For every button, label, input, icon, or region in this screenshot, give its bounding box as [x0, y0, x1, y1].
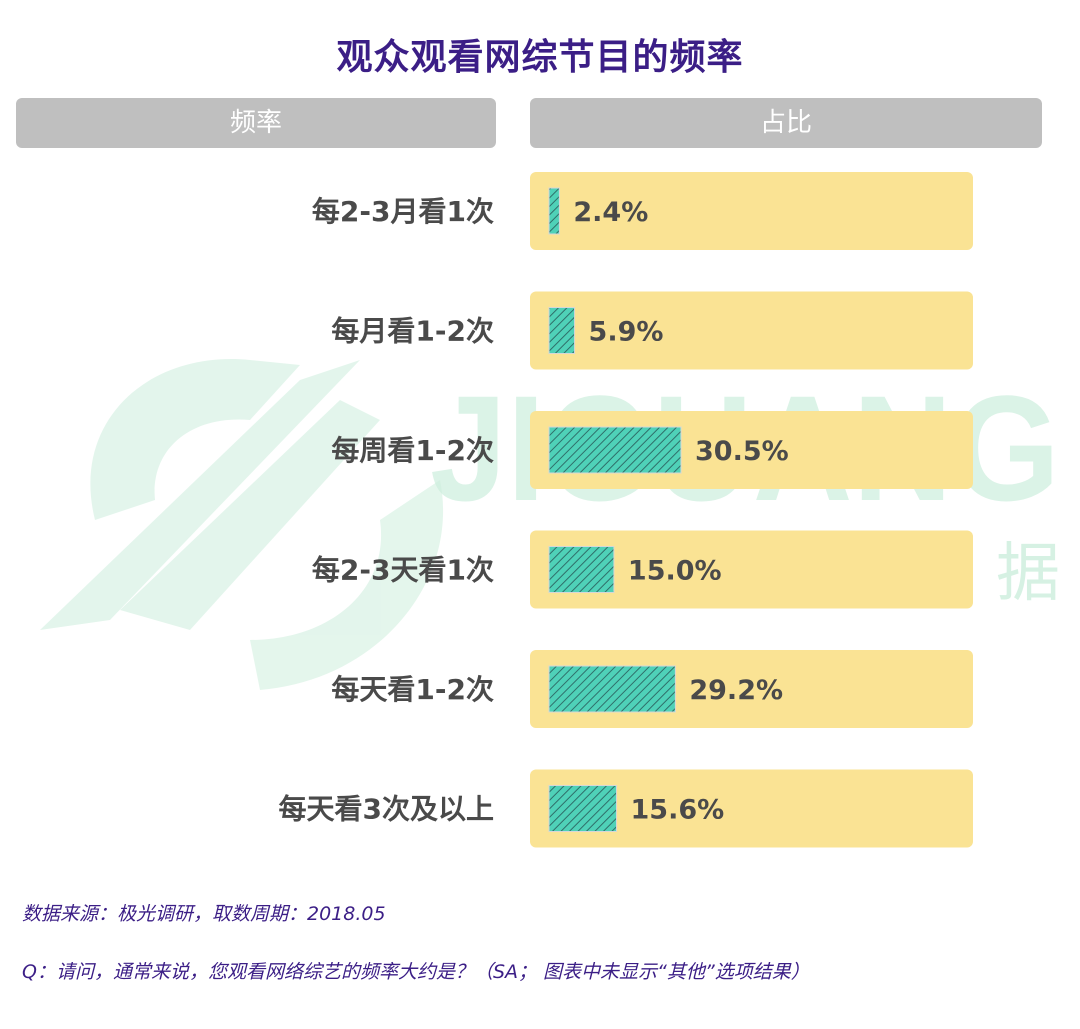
- chart-title: 观众观看网综节目的频率: [336, 37, 744, 78]
- row-background: [530, 530, 973, 609]
- bar: [548, 665, 676, 713]
- category-label: 每天看1-2次: [331, 673, 494, 706]
- row-background: [530, 172, 973, 250]
- footnote-source: 数据来源：极光调研，取数周期：2018.05: [22, 903, 386, 925]
- category-label: 每月看1-2次: [331, 315, 494, 348]
- value-label: 5.9%: [589, 317, 664, 348]
- footnote-question: Q：请问，通常来说，您观看网络综艺的频率大约是？（SA； 图表中未显示“其他”选…: [22, 961, 810, 983]
- bar: [548, 426, 682, 474]
- category-label: 每2-3月看1次: [312, 195, 494, 228]
- bar: [548, 785, 618, 832]
- bar: [548, 187, 560, 235]
- bar: [548, 546, 615, 593]
- row-background: [530, 769, 973, 848]
- header-share: 占比: [530, 98, 1042, 148]
- bar-chart: 每2-3月看1次 2.4% 每月看1-2次 5.9% 每周看1-2次 30.5% 每2-3天…: [279, 172, 973, 848]
- value-label: 2.4%: [573, 197, 648, 228]
- value-label: 15.6%: [631, 795, 725, 826]
- value-label: 30.5%: [695, 436, 789, 467]
- category-label: 每周看1-2次: [331, 434, 494, 467]
- value-label: 15.0%: [628, 556, 722, 587]
- value-label: 29.2%: [689, 675, 783, 706]
- category-label: 每2-3天看1次: [312, 554, 494, 587]
- header-frequency: 频率: [16, 98, 496, 148]
- row-background: [530, 291, 973, 370]
- bar: [548, 307, 576, 354]
- category-label: 每天看3次及以上: [279, 793, 494, 826]
